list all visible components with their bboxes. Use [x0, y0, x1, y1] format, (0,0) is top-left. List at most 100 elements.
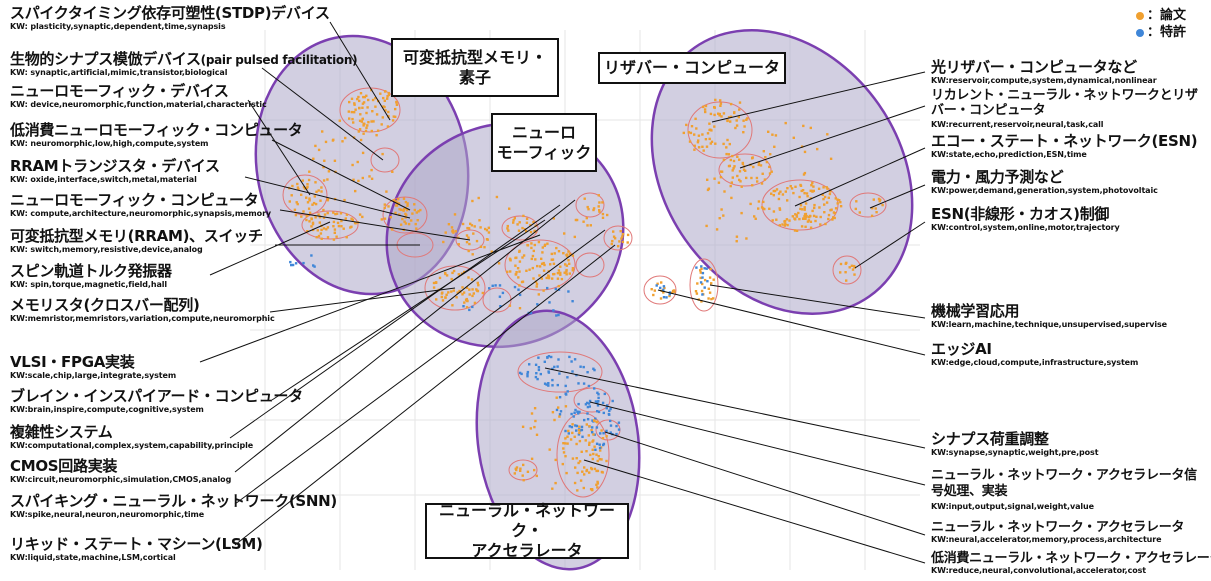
paper-point	[379, 92, 382, 95]
patent-point	[554, 287, 557, 291]
paper-point	[332, 238, 336, 241]
paper-point	[752, 165, 755, 169]
patent-point	[567, 290, 570, 293]
paper-point	[540, 257, 543, 260]
sub-cluster-ring	[573, 387, 611, 413]
paper-point	[725, 146, 728, 149]
topic-esn-control: ESN(非線形・カオス)制御 KW:control,system,online,…	[931, 207, 1120, 232]
cluster-reservoir	[650, 29, 914, 315]
patent-point	[564, 392, 567, 395]
paper-point	[365, 111, 368, 115]
paper-point	[799, 207, 802, 211]
paper-point	[733, 111, 736, 114]
paper-point	[518, 260, 522, 263]
paper-point	[828, 192, 832, 196]
paper-point	[836, 202, 839, 205]
paper-point	[320, 237, 323, 240]
paper-point	[732, 167, 735, 170]
paper-point	[874, 207, 877, 210]
paper-point	[700, 300, 703, 303]
paper-point	[352, 178, 355, 181]
paper-point	[596, 486, 599, 489]
paper-point	[690, 125, 694, 128]
paper-point	[531, 254, 535, 258]
paper-point	[839, 201, 842, 204]
paper-point	[465, 234, 469, 237]
paper-point	[389, 216, 392, 219]
paper-point	[386, 125, 390, 128]
topic-lsm: リキッド・ステート・マシーン(LSM) KW:liquid,state,mach…	[10, 537, 263, 562]
leader-line	[589, 401, 926, 486]
sub-cluster-ring	[643, 275, 677, 305]
paper-point	[601, 437, 605, 440]
paper-point	[855, 200, 858, 203]
patent-point	[553, 365, 556, 369]
paper-point	[701, 145, 704, 148]
paper-point	[757, 163, 760, 167]
paper-point	[535, 282, 539, 286]
paper-point	[566, 442, 569, 445]
paper-point	[520, 280, 524, 284]
paper-point	[533, 425, 536, 429]
paper-point	[790, 187, 794, 190]
topic-title: エコー・ステート・ネットワーク(ESN)	[931, 132, 1198, 150]
paper-point	[525, 217, 529, 220]
patent-point	[564, 384, 567, 388]
leader-line	[234, 199, 576, 473]
patent-point	[603, 392, 606, 396]
paper-point	[751, 184, 754, 187]
paper-point	[556, 272, 560, 275]
paper-point	[697, 139, 700, 142]
paper-point	[722, 142, 725, 146]
paper-point	[509, 258, 512, 261]
topic-nn-accelerator: ニューラル・ネットワーク・アクセラレータ KW:neural,accelerat…	[931, 521, 1184, 544]
paper-point	[606, 213, 609, 217]
paper-point	[402, 209, 405, 212]
patent-point	[290, 263, 293, 267]
paper-point	[727, 116, 731, 119]
paper-point	[708, 128, 711, 132]
paper-point	[350, 217, 353, 220]
patent-point	[551, 367, 554, 371]
paper-point	[773, 145, 776, 148]
paper-point	[479, 226, 482, 229]
paper-point	[751, 157, 754, 160]
paper-point	[708, 291, 712, 294]
paper-point	[338, 119, 341, 122]
paper-point	[851, 268, 855, 271]
paper-point	[695, 292, 699, 295]
paper-point	[601, 201, 604, 204]
paper-point	[778, 208, 782, 211]
paper-point	[598, 201, 601, 204]
topic-title: RRAMトランジスタ・デバイス	[10, 157, 220, 175]
paper-point	[583, 197, 586, 200]
paper-point	[878, 200, 881, 203]
patent-point	[310, 254, 313, 257]
paper-point	[469, 222, 472, 225]
paper-point	[361, 151, 365, 155]
paper-point	[823, 203, 826, 206]
paper-point	[659, 297, 663, 300]
paper-point	[391, 119, 395, 122]
paper-point	[417, 210, 420, 213]
paper-point	[816, 147, 819, 151]
topic-keywords: KW: device,neuromorphic,function,materia…	[10, 100, 267, 109]
paper-point	[349, 226, 352, 229]
patent-point	[665, 296, 668, 299]
patent-point	[609, 424, 613, 427]
paper-point	[465, 306, 469, 309]
paper-point	[826, 133, 829, 136]
patent-point	[557, 313, 560, 317]
paper-point	[552, 217, 555, 220]
paper-point	[585, 423, 588, 426]
patent-point	[574, 424, 577, 427]
paper-point	[441, 299, 445, 302]
paper-point	[519, 467, 522, 470]
paper-point	[331, 139, 335, 142]
topic-vlsi-fpga: VLSI・FPGA実装 KW:scale,chip,large,integrat…	[10, 355, 176, 380]
paper-point	[784, 121, 787, 125]
patent-point	[312, 264, 315, 267]
patent-point	[593, 433, 596, 436]
paper-point	[468, 288, 471, 291]
paper-point	[784, 190, 787, 193]
